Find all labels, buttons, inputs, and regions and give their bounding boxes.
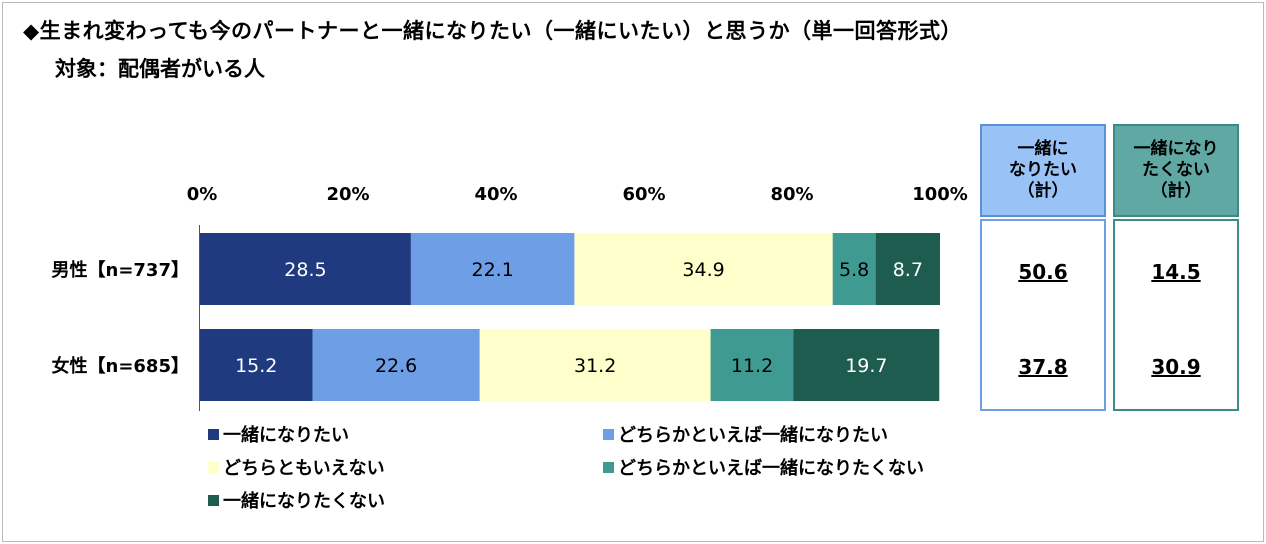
legend-swatch (603, 462, 614, 473)
bar-segment (574, 233, 833, 305)
summary-want-header: 一緒に なりたい （計） (980, 124, 1106, 217)
summary-want-box (980, 219, 1106, 411)
bar-segment (875, 233, 940, 305)
bar-segment (200, 233, 411, 305)
bar-segment (710, 329, 794, 401)
chart-subtitle: 対象：配偶者がいる人 (55, 57, 265, 81)
legend-label: 一緒になりたくない (223, 490, 385, 512)
summary-not-want-header: 一緒になり たくない （計） (1113, 124, 1239, 217)
data-label: 5.8 (839, 259, 869, 281)
data-label: 11.2 (731, 355, 773, 377)
summary-not-want-box (1113, 219, 1239, 411)
bar-segment (312, 329, 480, 401)
data-label: 22.1 (472, 259, 514, 281)
data-label: 22.6 (375, 355, 417, 377)
bar-segment (200, 329, 313, 401)
category-label: 女性【n=685】 (52, 355, 189, 377)
bar-segment (410, 233, 575, 305)
legend-swatch (603, 429, 614, 440)
summary-not-want-value-female: 30.9 (1151, 355, 1201, 379)
x-tick-label: 0% (187, 184, 218, 205)
x-tick-label: 40% (474, 184, 517, 205)
legend-swatch (208, 462, 219, 473)
legend-label: どちらかといえば一緒になりたくない (618, 457, 924, 479)
data-label: 31.2 (574, 355, 616, 377)
category-label: 男性【n=737】 (52, 259, 189, 281)
x-tick-label: 60% (622, 184, 665, 205)
data-label: 28.5 (284, 259, 326, 281)
chart-title: ◆生まれ変わっても今のパートナーと一緒になりたい（一緒にいたい）と思うか（単一回… (23, 19, 963, 43)
bar-segment (832, 233, 876, 305)
summary-want-value-female: 37.8 (1018, 355, 1068, 379)
legend-swatch (208, 429, 219, 440)
legend-label: どちらともいえない (223, 458, 385, 479)
data-label: 8.7 (893, 259, 923, 281)
summary-not-want-value-male: 14.5 (1151, 260, 1201, 284)
data-label: 19.7 (845, 355, 887, 377)
x-tick-label: 100% (912, 184, 968, 205)
summary-want-value-male: 50.6 (1018, 260, 1068, 284)
bar-segment (479, 329, 711, 401)
data-label: 34.9 (682, 259, 724, 281)
legend-label: どちらかといえば一緒になりたい (618, 424, 888, 446)
x-tick-label: 20% (326, 184, 369, 205)
stacked-bar-chart: 0% 20% 40% 60% 80% 100% 男性【n=737】 28.5 22.1 34.9 5… (52, 184, 968, 512)
legend-swatch (208, 495, 219, 506)
x-tick-label: 80% (770, 184, 813, 205)
bar-segment (793, 329, 940, 401)
legend-label: 一緒になりたい (223, 424, 349, 446)
data-label: 15.2 (235, 355, 277, 377)
